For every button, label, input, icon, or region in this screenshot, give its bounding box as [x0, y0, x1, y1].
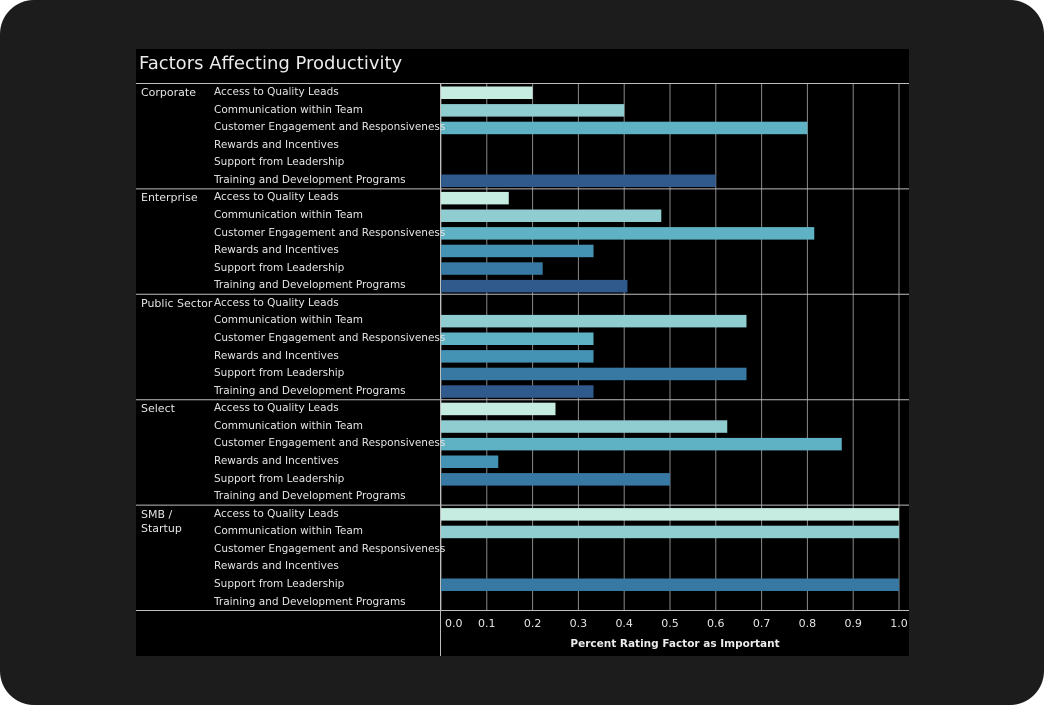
x-axis-label: Percent Rating Factor as Important — [570, 638, 780, 650]
bar — [441, 385, 594, 398]
factor-label: Support from Leadership — [214, 578, 345, 590]
x-tick-label: 0.2 — [524, 617, 542, 630]
factor-label: Rewards and Incentives — [214, 349, 339, 362]
bar — [441, 244, 594, 258]
bar — [441, 227, 815, 240]
factor-label: Rewards and Incentives — [214, 138, 339, 151]
factor-label: Training and Development Programs — [214, 595, 406, 608]
factor-label: Access to Quality Leads — [214, 507, 339, 520]
bar-chart: 0.0 0.1 0.2 0.3 0.4 0.5 0.6 0.7 0.8 0.9 1.0 — [136, 83, 909, 656]
factor-label: Access to Quality Leads — [214, 191, 339, 204]
factor-label: Rewards and Incentives — [214, 455, 339, 467]
x-tick-label: 0.0 — [445, 617, 463, 630]
bar — [441, 420, 728, 433]
x-tick-label: 0.6 — [707, 617, 725, 630]
x-tick-label: 0.3 — [570, 617, 588, 630]
factor-label: Training and Development Programs — [214, 384, 406, 397]
x-tick-label: 0.4 — [615, 617, 633, 630]
factor-label: Communication within Team — [214, 103, 364, 116]
x-tick-label: 0.7 — [753, 617, 771, 630]
segment-label: Public Sector — [141, 296, 213, 310]
factor-label: Customer Engagement and Responsiveness — [214, 332, 446, 344]
x-tick-label: 1.0 — [890, 617, 908, 630]
factor-label: Support from Leadership — [214, 367, 345, 380]
factor-label: Customer Engagement and Responsiveness — [214, 437, 446, 450]
factor-label: Training and Development Programs — [214, 174, 406, 186]
factor-label: Customer Engagement and Responsiveness — [214, 226, 446, 239]
chart-panel: Factors Affecting Productivity 0.0 0.1 0.2… — [136, 49, 909, 656]
segment-label: Corporate — [141, 86, 196, 99]
x-tick-label: 0.5 — [661, 617, 679, 630]
bar — [441, 508, 899, 521]
segment-label: Enterprise — [141, 191, 198, 205]
bar — [441, 473, 670, 486]
factor-label: Training and Development Programs — [214, 490, 406, 503]
bar — [441, 350, 594, 363]
segment-label: Select — [141, 402, 175, 416]
bar — [441, 367, 747, 381]
factor-label: Support from Leadership — [214, 472, 345, 485]
bar — [441, 174, 716, 187]
factor-label: Communication within Team — [214, 209, 364, 221]
factor-label: Training and Development Programs — [214, 279, 406, 292]
bar — [441, 314, 747, 328]
bar — [441, 455, 499, 468]
bar — [441, 262, 543, 275]
factor-label: Rewards and Incentives — [214, 560, 339, 573]
bar — [441, 332, 594, 345]
factor-label: Access to Quality Leads — [214, 86, 339, 98]
factor-label: Support from Leadership — [214, 261, 345, 274]
bar — [441, 437, 842, 451]
factor-label: Support from Leadership — [214, 156, 345, 169]
bar — [441, 525, 899, 539]
factor-label: Customer Engagement and Responsiveness — [214, 121, 446, 134]
bar — [441, 191, 509, 205]
bar — [441, 578, 899, 591]
x-tick-label: 0.1 — [478, 617, 496, 630]
bar — [441, 86, 533, 99]
bar — [441, 402, 556, 416]
factor-label: Rewards and Incentives — [214, 244, 339, 257]
bar — [441, 104, 625, 117]
factor-label: Access to Quality Leads — [214, 402, 339, 415]
bar — [441, 279, 628, 293]
factor-label: Access to Quality Leads — [214, 296, 339, 309]
chart-title: Factors Affecting Productivity — [139, 53, 403, 74]
segment-label: SMB / Startup — [141, 507, 182, 535]
factor-label: Communication within Team — [214, 525, 364, 538]
x-tick-label: 0.9 — [844, 617, 862, 630]
factor-label: Communication within Team — [214, 314, 364, 327]
bar — [441, 209, 662, 222]
bar — [441, 121, 808, 135]
x-tick-label: 0.8 — [799, 617, 817, 630]
factor-label: Customer Engagement and Responsiveness — [214, 542, 446, 555]
factor-label: Communication within Team — [214, 419, 364, 432]
